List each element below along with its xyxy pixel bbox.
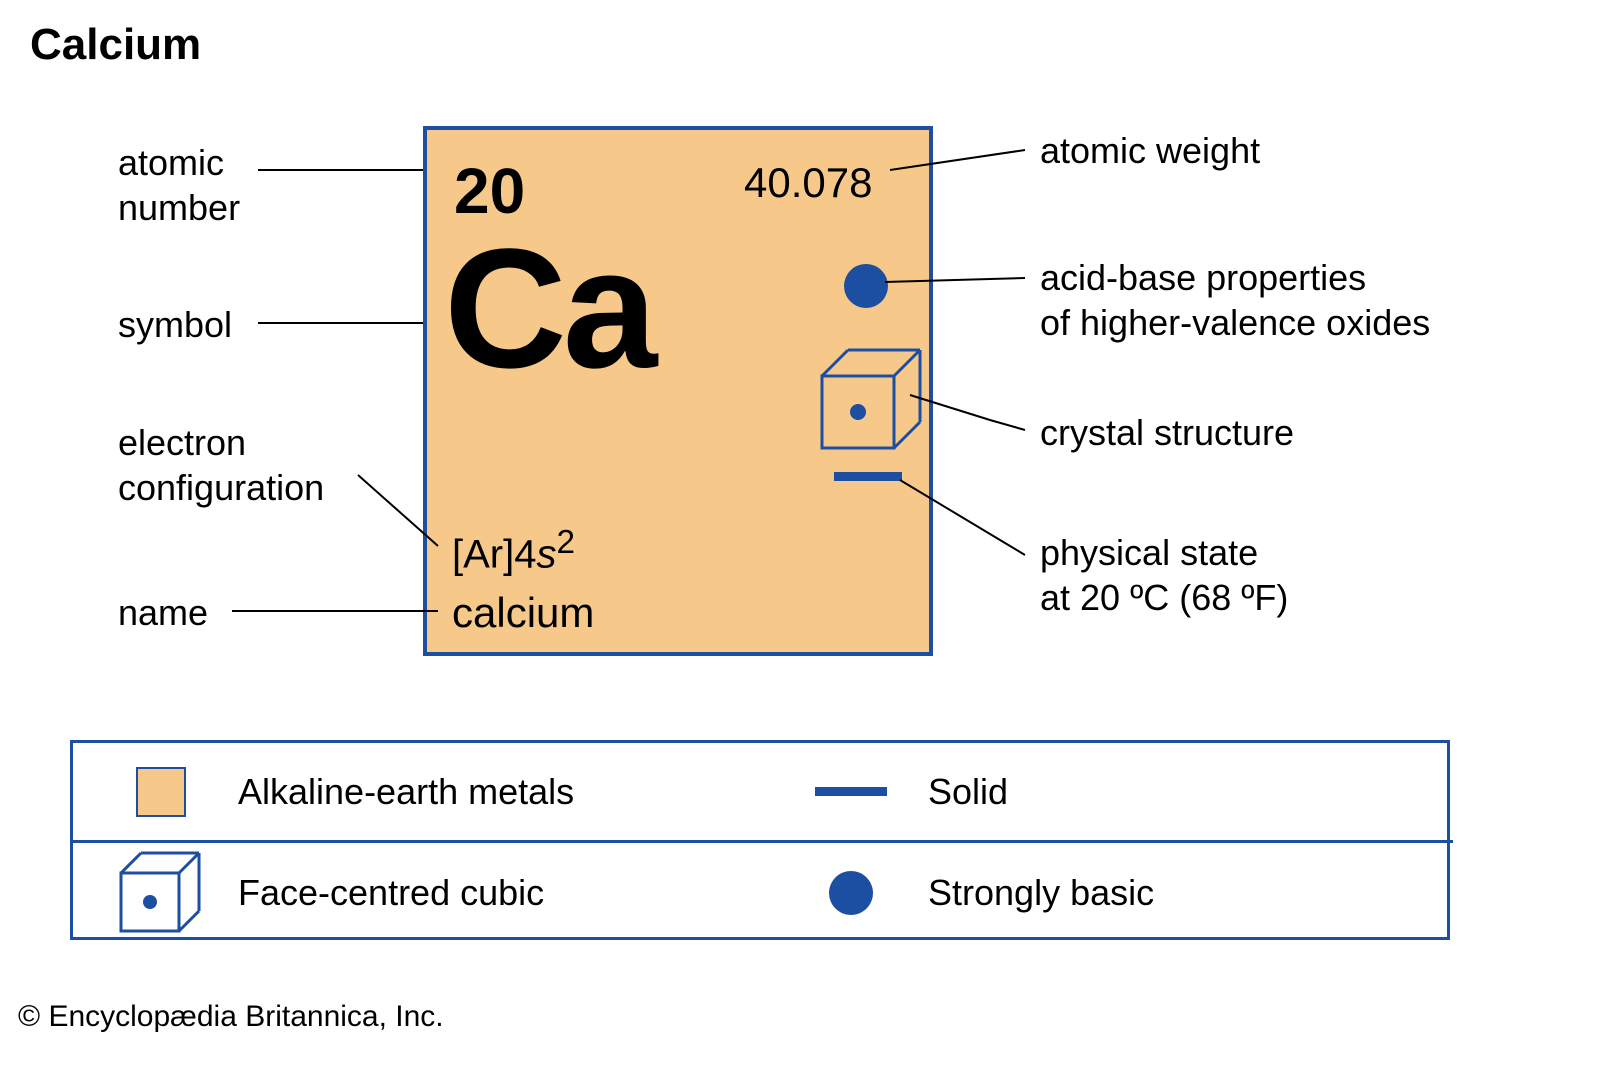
legend-fcc-icon bbox=[113, 853, 208, 933]
econfig-super: 2 bbox=[556, 524, 575, 561]
legend-item-fcc: Face-centred cubic bbox=[73, 843, 763, 943]
legend-solid-icon bbox=[803, 752, 898, 832]
page-title: Calcium bbox=[30, 20, 201, 70]
callout-crystal-structure: crystal structure bbox=[1040, 410, 1294, 455]
legend-strongly-basic-label: Strongly basic bbox=[928, 872, 1154, 914]
legend-item-strongly-basic: Strongly basic bbox=[763, 843, 1453, 943]
econfig-orbital: s bbox=[536, 532, 556, 576]
econfig-prefix: [Ar]4 bbox=[452, 532, 536, 576]
callout-acid-base: acid-base properties of higher-valence o… bbox=[1040, 255, 1430, 345]
callout-name: name bbox=[118, 590, 208, 635]
acid-base-indicator-icon bbox=[844, 264, 888, 308]
element-tile: 20 40.078 Ca [Ar]4s2 calcium bbox=[423, 126, 933, 656]
atomic-weight-value: 40.078 bbox=[744, 159, 872, 207]
legend-alkaline-earth-label: Alkaline-earth metals bbox=[238, 771, 574, 813]
crystal-structure-icon bbox=[821, 349, 923, 451]
callout-atomic-weight: atomic weight bbox=[1040, 128, 1260, 173]
callout-atomic-number: atomic number bbox=[118, 140, 240, 230]
legend-solid-label: Solid bbox=[928, 771, 1008, 813]
legend-item-solid: Solid bbox=[763, 743, 1453, 843]
legend-alkaline-earth-icon bbox=[113, 752, 208, 832]
diagram-stage: Calcium 20 40.078 Ca [Ar]4s2 calcium ato… bbox=[0, 0, 1600, 1068]
legend-item-alkaline-earth: Alkaline-earth metals bbox=[73, 743, 763, 843]
callout-phys-state: physical state at 20 ºC (68 ºF) bbox=[1040, 530, 1288, 620]
element-symbol: Ca bbox=[444, 224, 653, 394]
legend-fcc-label: Face-centred cubic bbox=[238, 872, 544, 914]
electron-configuration-value: [Ar]4s2 bbox=[452, 524, 575, 577]
callout-symbol: symbol bbox=[118, 302, 232, 347]
copyright-text: © Encyclopædia Britannica, Inc. bbox=[18, 1000, 444, 1034]
legend-box: Alkaline-earth metals Solid Face-centred c… bbox=[70, 740, 1450, 940]
element-name-value: calcium bbox=[452, 589, 594, 637]
physical-state-icon bbox=[834, 472, 902, 481]
legend-strongly-basic-icon bbox=[803, 853, 898, 933]
callout-electron-config: electron configuration bbox=[118, 420, 324, 510]
